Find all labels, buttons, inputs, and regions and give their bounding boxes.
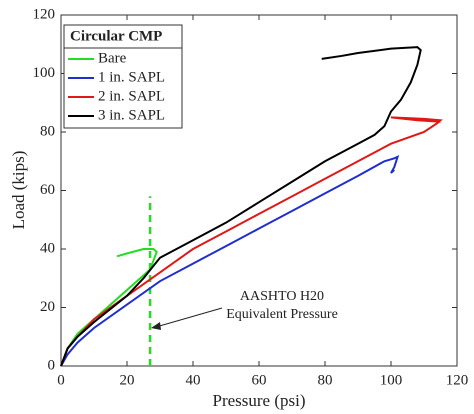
y-tick-label: 0 <box>48 357 56 373</box>
y-tick-label: 20 <box>40 299 55 315</box>
series-line <box>60 46 422 367</box>
x-tick-label: 100 <box>380 372 403 388</box>
series-line <box>60 116 443 367</box>
x-tick-label: 40 <box>186 372 201 388</box>
x-tick-label: 20 <box>120 372 135 388</box>
legend-box <box>63 24 183 129</box>
y-tick-label: 60 <box>40 182 55 198</box>
annotation: AASHTO H20 <box>240 289 324 304</box>
legend-label: 3 in. SAPL <box>98 107 165 123</box>
x-tick-label: 60 <box>252 372 267 388</box>
legend-label: 2 in. SAPL <box>98 88 165 104</box>
annotation-arrow <box>155 307 223 328</box>
legend-label: 1 in. SAPL <box>98 69 165 85</box>
y-tick-label: 40 <box>40 240 55 256</box>
series-line <box>60 248 158 367</box>
legend-label: Bare <box>98 50 127 66</box>
legend-title: Circular CMP <box>70 28 162 44</box>
y-axis-label: Load (kips) <box>9 151 28 230</box>
annotation: Equivalent Pressure <box>226 307 338 322</box>
x-axis-label: Pressure (psi) <box>212 391 305 410</box>
x-tick-label: 0 <box>57 372 65 388</box>
x-tick-label: 120 <box>446 372 469 388</box>
arrow-head <box>151 322 161 330</box>
y-tick-label: 100 <box>33 65 56 81</box>
y-tick-label: 80 <box>40 123 55 139</box>
x-tick-label: 80 <box>318 372 333 388</box>
y-tick-label: 120 <box>33 6 56 22</box>
series-line <box>60 155 400 367</box>
